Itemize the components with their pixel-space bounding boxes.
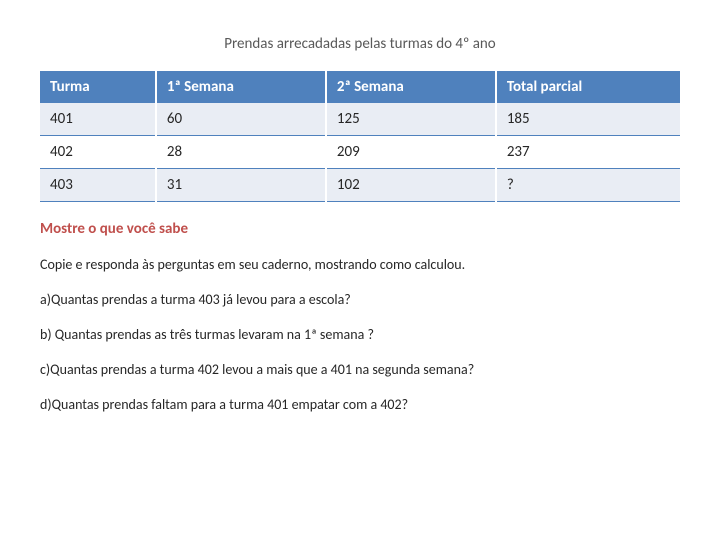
table-cell: 125 xyxy=(326,103,496,136)
question-b: b) Quantas prendas as três turmas levara… xyxy=(40,326,680,343)
table-cell: 31 xyxy=(156,169,326,202)
table-cell: 237 xyxy=(496,136,680,169)
table-row: 401 60 125 185 xyxy=(40,103,680,136)
table-cell: 102 xyxy=(326,169,496,202)
col-header: Turma xyxy=(40,71,156,103)
table-cell: 401 xyxy=(40,103,156,136)
question-d: d)Quantas prendas faltam para a turma 40… xyxy=(40,396,680,413)
table-cell: 209 xyxy=(326,136,496,169)
table-row: 402 28 209 237 xyxy=(40,136,680,169)
col-header: 1ª Semana xyxy=(156,71,326,103)
page-title: Prendas arrecadadas pelas turmas do 4º a… xyxy=(40,35,680,53)
table-cell: 403 xyxy=(40,169,156,202)
table-cell: 60 xyxy=(156,103,326,136)
section-subtitle: Mostre o que você sabe xyxy=(40,220,680,238)
col-header: Total parcial xyxy=(496,71,680,103)
table-cell: 28 xyxy=(156,136,326,169)
question-a: a)Quantas prendas a turma 403 já levou p… xyxy=(40,291,680,308)
data-table: Turma 1ª Semana 2ª Semana Total parcial … xyxy=(40,71,680,202)
question-c: c)Quantas prendas a turma 402 levou a ma… xyxy=(40,361,680,378)
table-header-row: Turma 1ª Semana 2ª Semana Total parcial xyxy=(40,71,680,103)
table-row: 403 31 102 ? xyxy=(40,169,680,202)
col-header: 2ª Semana xyxy=(326,71,496,103)
table-cell: 185 xyxy=(496,103,680,136)
table-cell: 402 xyxy=(40,136,156,169)
table-cell: ? xyxy=(496,169,680,202)
instruction-text: Copie e responda às perguntas em seu cad… xyxy=(40,256,680,273)
